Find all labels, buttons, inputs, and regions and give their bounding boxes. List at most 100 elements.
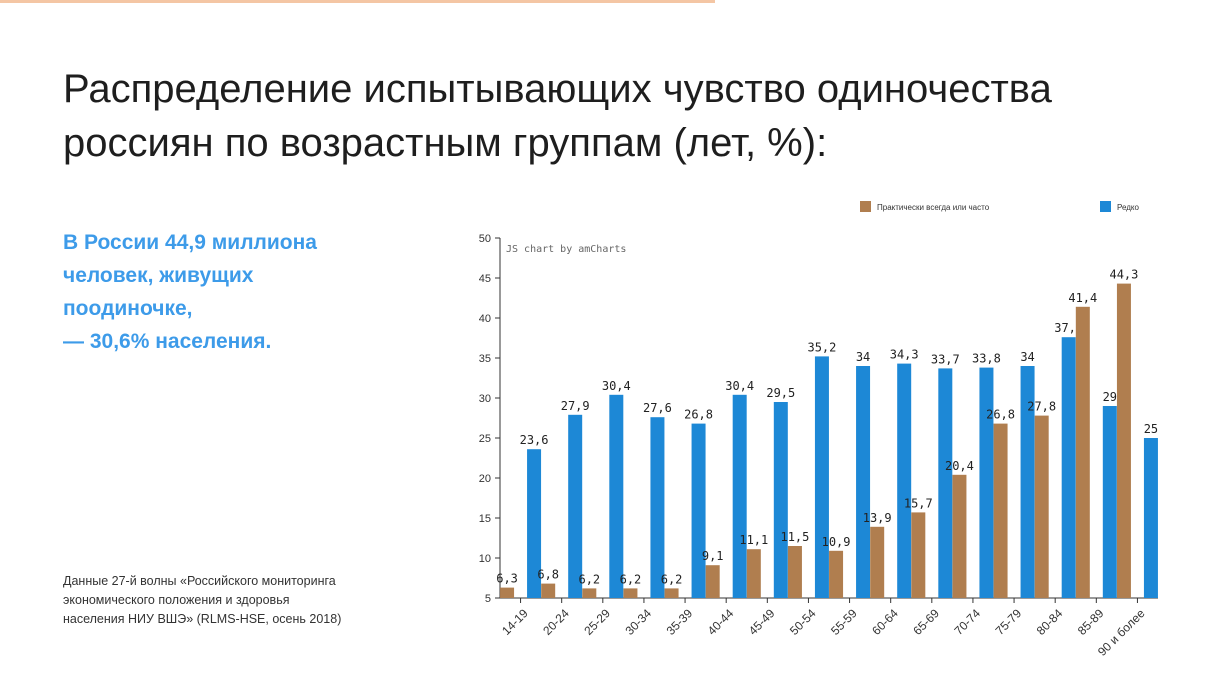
data-label-rarely-75-79: 34 [1020,350,1034,364]
bar-often-85-89 [1075,306,1090,598]
y-tick-label-35: 35 [479,353,491,365]
data-label-often-90 и более: 44,3 [1109,268,1138,282]
bar-rarely-75-79 [1020,366,1035,598]
x-tick-label-65-69: 65-69 [910,606,942,638]
x-tick-label-35-39: 35-39 [664,606,696,638]
data-label-often-75-79: 26,8 [986,408,1015,422]
bar-rarely-30-34 [650,417,665,598]
data-label-often-20-24: 6,8 [537,568,559,582]
highlight-line-1: В России 44,9 миллиона [63,231,317,254]
bar-often-50-54 [787,546,802,598]
data-label-often-40-44: 9,1 [702,549,724,563]
data-label-often-35-39: 6,2 [661,572,683,586]
slide-title: Распределение испытывающих чувство одино… [63,62,1203,170]
x-tick-label-50-54: 50-54 [787,606,819,638]
y-tick-label-45: 45 [479,273,491,285]
data-label-often-55-59: 10,9 [822,535,851,549]
data-label-rarely-20-24: 27,9 [561,399,590,413]
y-tick-label-10: 10 [479,553,491,565]
data-label-rarely-40-44: 30,4 [725,379,754,393]
data-label-often-80-84: 27,8 [1027,400,1056,414]
bar-often-80-84 [1034,415,1049,598]
y-tick-label-25: 25 [479,433,491,445]
bar-often-20-24 [541,583,556,598]
data-label-rarely-50-54: 35,2 [807,340,836,354]
x-tick-label-30-34: 30-34 [622,606,654,638]
bar-rarely-65-69 [938,368,953,598]
y-tick-label-30: 30 [479,393,491,405]
y-tick-label-5: 5 [485,593,491,605]
amcharts-credit: JS chart by amCharts [506,244,626,255]
y-tick-label-40: 40 [479,313,491,325]
data-label-rarely-30-34: 27,6 [643,401,672,415]
data-label-often-70-74: 20,4 [945,459,974,473]
data-label-often-45-49: 11,1 [739,533,768,547]
data-label-rarely-25-29: 30,4 [602,379,631,393]
bar-often-45-49 [746,549,761,598]
data-label-rarely-70-74: 33,8 [972,352,1001,366]
legend-swatch-2 [1100,201,1111,212]
x-tick-label-75-79: 75-79 [993,606,1025,638]
bar-rarely-14-19 [527,449,542,598]
bar-rarely-80-84 [1061,337,1076,598]
x-tick-label-20-24: 20-24 [540,606,572,638]
bar-rarely-40-44 [732,394,747,598]
data-label-rarely-55-59: 34 [856,350,870,364]
x-tick-label-70-74: 70-74 [951,606,983,638]
x-tick-label-25-29: 25-29 [581,606,613,638]
age-group-bar-chart: Практически всегда или часто Редко JS char… [479,201,1158,659]
bar-rarely-25-29 [609,394,624,598]
bar-often-30-34 [623,588,638,598]
source-note: Данные 27-й волны «Российского мониторин… [63,572,433,629]
source-line-3: населения НИУ ВШЭ» (RLMS-HSE, осень 2018… [63,612,342,626]
data-label-often-65-69: 15,7 [904,496,933,510]
data-label-rarely-45-49: 29,5 [766,386,795,400]
bar-rarely-20-24 [568,414,583,598]
data-label-often-50-54: 11,5 [780,530,809,544]
data-label-rarely-65-69: 33,7 [931,352,960,366]
highlight-line-2: человек, живущих [63,264,254,287]
data-label-often-14-19: 6,3 [496,572,518,586]
source-line-2: экономического положения и здоровья [63,593,290,607]
data-label-rarely-14-19: 23,6 [520,433,549,447]
data-label-often-30-34: 6,2 [620,572,642,586]
y-tick-label-50: 50 [479,233,491,245]
bar-rarely-60-64 [897,363,912,598]
bar-rarely-35-39 [691,423,706,598]
bar-often-75-79 [993,423,1008,598]
bar-rarely-90 и более [1143,438,1158,598]
data-label-rarely-60-64: 34,3 [890,348,919,362]
slide-title-line-2: россиян по возрастным группам (лет, %): [63,121,828,165]
highlight-line-4: — 30,6% населения. [63,330,272,353]
bar-often-14-19 [500,587,515,598]
y-tick-label-15: 15 [479,513,491,525]
bar-rarely-55-59 [856,366,871,598]
x-tick-label-14-19: 14-19 [499,606,531,638]
top-accent-bar [0,0,715,3]
highlight-line-3: поодиночке, [63,297,193,320]
bar-rarely-45-49 [773,402,788,598]
x-tick-label-80-84: 80-84 [1034,606,1066,638]
bar-rarely-50-54 [814,356,829,598]
x-tick-label-85-89: 85-89 [1075,606,1107,638]
bar-rarely-70-74 [979,367,994,598]
x-tick-label-60-64: 60-64 [869,606,901,638]
bar-often-35-39 [664,588,679,598]
legend-label-1: Практически всегда или часто [877,203,990,212]
data-label-often-25-29: 6,2 [578,572,600,586]
legend-swatch-1 [860,201,871,212]
bar-often-60-64 [870,526,885,598]
data-label-rarely-90 и более: 25 [1144,422,1158,436]
data-label-often-85-89: 41,4 [1068,291,1097,305]
x-tick-label-45-49: 45-49 [746,606,778,638]
data-label-rarely-85-89: 29 [1103,390,1117,404]
source-line-1: Данные 27-й волны «Российского мониторин… [63,574,336,588]
x-tick-label-55-59: 55-59 [828,606,860,638]
bar-often-70-74 [952,474,967,598]
bar-often-65-69 [911,512,926,598]
bar-often-90 и более [1116,283,1131,598]
legend-label-2: Редко [1117,203,1140,212]
x-tick-label-40-44: 40-44 [705,606,737,638]
slide-title-line-1: Распределение испытывающих чувство одино… [63,67,1052,111]
bar-often-55-59 [829,550,844,598]
